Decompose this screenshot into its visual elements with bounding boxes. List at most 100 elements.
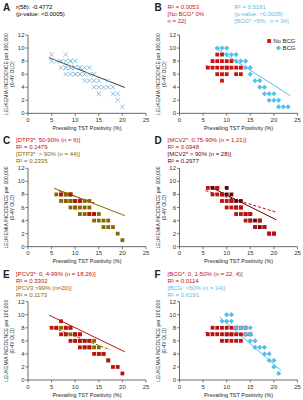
legend-label: No BCG	[273, 38, 296, 44]
x-tick-label: 25	[143, 117, 150, 123]
y-tick-label: 8	[173, 191, 177, 197]
annotation: [PCV3 >99% (n=20)]R² = 0.1173	[16, 285, 72, 298]
point	[73, 199, 77, 203]
point	[220, 72, 224, 76]
plot-data	[49, 315, 125, 375]
point	[239, 212, 243, 216]
point	[64, 199, 68, 203]
point	[92, 339, 96, 343]
point	[106, 359, 110, 363]
point	[102, 225, 106, 229]
x-axis	[28, 380, 146, 381]
y-axis-label: LEUKEMIA INCIDENCE per 100,000(0-4Y OLD)	[155, 166, 167, 248]
annotation-line: R² = 0.2335	[16, 158, 48, 164]
y-axis-label-line: (0-4Y OLD)	[161, 61, 167, 87]
point	[121, 372, 125, 376]
point	[97, 212, 101, 216]
point	[82, 65, 86, 69]
point	[92, 352, 96, 356]
x-tick	[226, 380, 227, 383]
point	[206, 332, 210, 336]
figure: Ar(58): -0.4772(p-value: <0.0005)0510152…	[0, 0, 303, 400]
point	[229, 52, 234, 57]
point	[234, 339, 238, 343]
trend-line	[205, 66, 243, 69]
point	[224, 319, 229, 324]
point	[248, 332, 252, 336]
y-tick-label: 2	[21, 364, 25, 370]
point	[230, 332, 234, 336]
point	[267, 232, 271, 236]
point	[64, 59, 68, 63]
point	[230, 193, 234, 197]
x-tick	[51, 247, 52, 250]
y-tick	[177, 220, 180, 221]
annotation: [MCV2* > 90% (n = 28)]R² = 0.2977	[168, 151, 232, 164]
y-axis-label-line: (0-4Y OLD)	[161, 328, 167, 354]
point	[68, 65, 72, 69]
y-tick-label: 10	[169, 45, 176, 51]
y-tick-label: 0	[21, 377, 25, 383]
x-tick	[226, 113, 227, 116]
x-tick	[203, 247, 204, 250]
point	[234, 206, 238, 210]
x-tick	[28, 380, 29, 383]
trend-line	[220, 317, 281, 370]
y-tick-label: 6	[21, 205, 25, 211]
point	[116, 365, 120, 369]
annotation-line: n = 22]	[168, 18, 187, 24]
x-axis-label: Prevailing TST Positivity (%)	[52, 392, 121, 398]
y-tick	[26, 181, 29, 182]
point	[59, 193, 63, 197]
point	[248, 65, 253, 70]
x-tick-label: 5	[50, 384, 54, 390]
point	[97, 78, 101, 82]
point	[272, 232, 276, 236]
point	[121, 238, 125, 242]
y-tick-label: 10	[169, 312, 176, 318]
point	[83, 339, 87, 343]
x-tick-label: 25	[143, 250, 150, 256]
point	[230, 199, 234, 203]
point	[83, 345, 87, 349]
point	[248, 325, 253, 330]
legend-marker	[267, 39, 271, 43]
x-tick	[146, 380, 147, 383]
y-axis-label-line: (0-4Y OLD)	[9, 61, 15, 87]
point	[73, 332, 77, 336]
point	[73, 332, 77, 336]
y-tick	[177, 48, 180, 49]
annotation: [DTP3*: 50-90% (n = 6)]R² = 0.1479	[16, 137, 81, 150]
point	[69, 339, 73, 343]
point	[73, 65, 77, 69]
legend-label: BCG	[282, 45, 295, 51]
point	[267, 358, 272, 363]
point	[102, 219, 106, 223]
point	[92, 212, 96, 216]
y-tick-label: 12	[18, 165, 25, 171]
point	[59, 65, 63, 69]
x-tick-label: 20	[119, 250, 126, 256]
y-tick	[177, 100, 180, 101]
point	[253, 225, 257, 229]
trend-line	[205, 191, 276, 213]
point	[244, 212, 248, 216]
x-tick	[98, 380, 99, 383]
x-tick	[51, 113, 52, 116]
point	[225, 206, 229, 210]
x-tick	[297, 380, 298, 383]
panel: E[PCV3*: 0, 4-99% (n = 18,26)]R² = 0.330…	[3, 269, 150, 398]
y-tick	[177, 61, 180, 62]
x-tick	[122, 247, 123, 250]
point	[69, 326, 73, 330]
x-tick-label: 10	[72, 384, 79, 390]
point	[248, 338, 253, 343]
point	[253, 225, 257, 229]
y-tick-label: 10	[18, 312, 25, 318]
x-tick	[28, 113, 29, 116]
annotation: [BCG*: 0, 1-50% (n = 22, 4)]R² = 0.0114	[168, 271, 244, 284]
point	[64, 193, 68, 197]
x-tick	[297, 247, 298, 250]
point	[267, 91, 272, 96]
y-axis-label: LEUKEMIA INCIDENCE per 100,000(0-4Y OLD)	[155, 33, 167, 115]
